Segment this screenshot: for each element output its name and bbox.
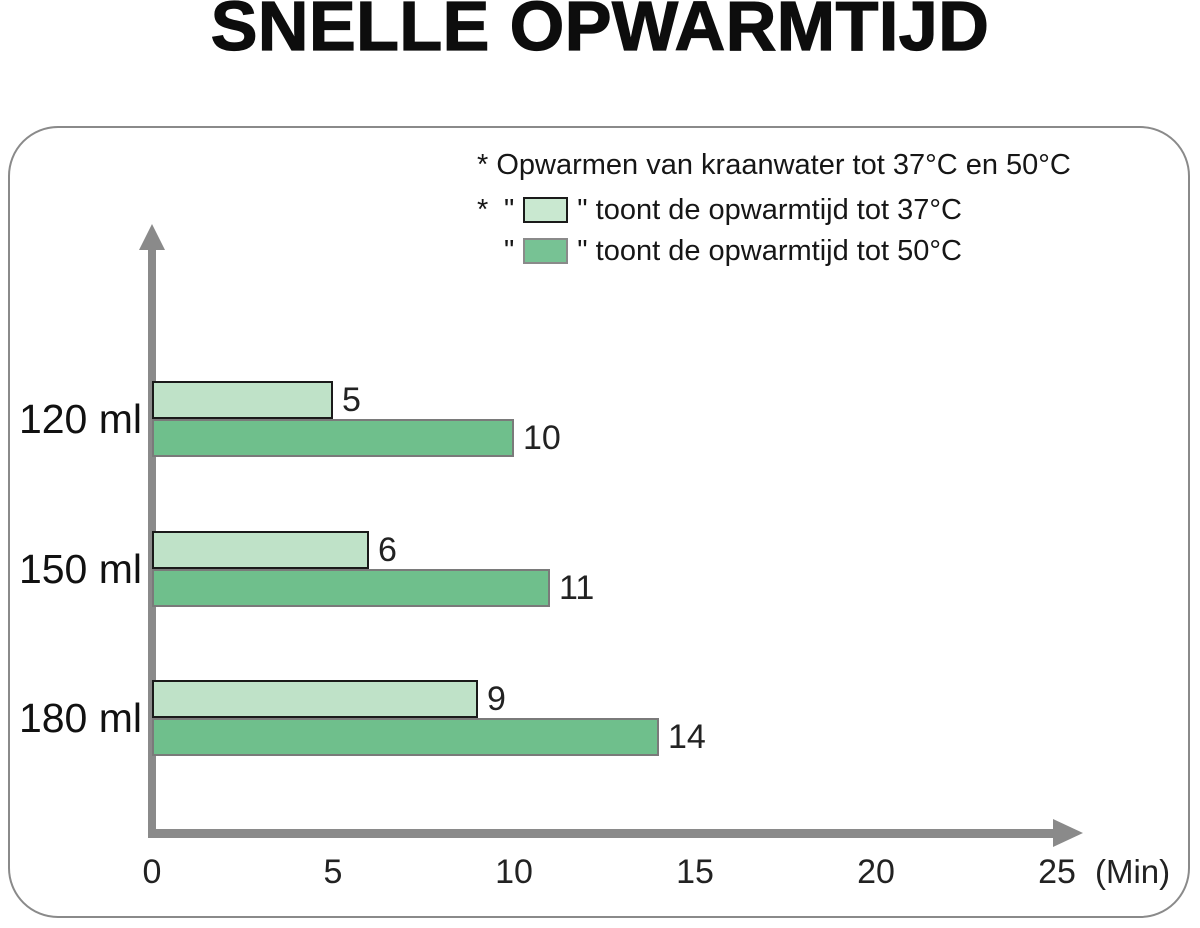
bar-120-ml-series-0 — [152, 381, 333, 419]
legend-star: * — [477, 193, 489, 226]
x-axis-unit-label: (Min) — [1095, 853, 1171, 890]
x-tick-label: 20 — [857, 853, 895, 891]
legend-open-quote: " — [504, 234, 515, 267]
y-axis-arrow-icon — [139, 224, 165, 250]
x-tick-label: 10 — [495, 853, 533, 891]
bar-150-ml-series-1 — [152, 569, 550, 607]
legend-note: * Opwarmen van kraanwater tot 37°C en 50… — [477, 149, 1071, 181]
bar-value-label: 14 — [668, 718, 706, 756]
bar-150-ml-series-0 — [152, 531, 369, 569]
bar-180-ml-series-1 — [152, 718, 659, 756]
bar-value-label: 9 — [487, 680, 506, 718]
bar-value-label: 10 — [523, 419, 561, 457]
legend-label: " toont de opwarmtijd tot 37°C — [577, 193, 962, 226]
x-tick-label: 0 — [142, 853, 162, 891]
bar-value-label: 11 — [559, 569, 595, 607]
category-label: 180 ml — [18, 695, 142, 741]
bar-value-label: 6 — [378, 531, 397, 569]
legend-swatch-icon — [523, 238, 569, 264]
x-tick-label: 25 — [1038, 853, 1076, 891]
x-axis-arrow-icon — [1053, 819, 1083, 847]
x-tick-label: 5 — [323, 853, 343, 891]
chart-panel: * Opwarmen van kraanwater tot 37°C en 50… — [8, 126, 1190, 918]
legend-items: * " " toont de opwarmtijd tot 37°C " " toont… — [477, 193, 1071, 268]
chart-title: SNELLE OPWARMTIJD — [210, 0, 990, 66]
legend-label: " toont de opwarmtijd tot 50°C — [577, 234, 962, 267]
legend: * Opwarmen van kraanwater tot 37°C en 50… — [477, 148, 1071, 275]
legend-open-quote: " — [504, 193, 515, 226]
bar-120-ml-series-1 — [152, 419, 514, 457]
legend-item-0: * " " toont de opwarmtijd tot 37°C — [477, 193, 1071, 227]
category-label: 150 ml — [18, 546, 142, 592]
bar-value-label: 5 — [342, 381, 361, 419]
x-tick-label: 15 — [676, 853, 714, 891]
legend-swatch-icon — [523, 197, 569, 223]
category-label: 120 ml — [18, 396, 142, 442]
bar-180-ml-series-0 — [152, 680, 478, 718]
legend-item-1: " " toont de opwarmtijd tot 50°C — [477, 234, 1071, 268]
x-axis-line — [148, 829, 1053, 838]
